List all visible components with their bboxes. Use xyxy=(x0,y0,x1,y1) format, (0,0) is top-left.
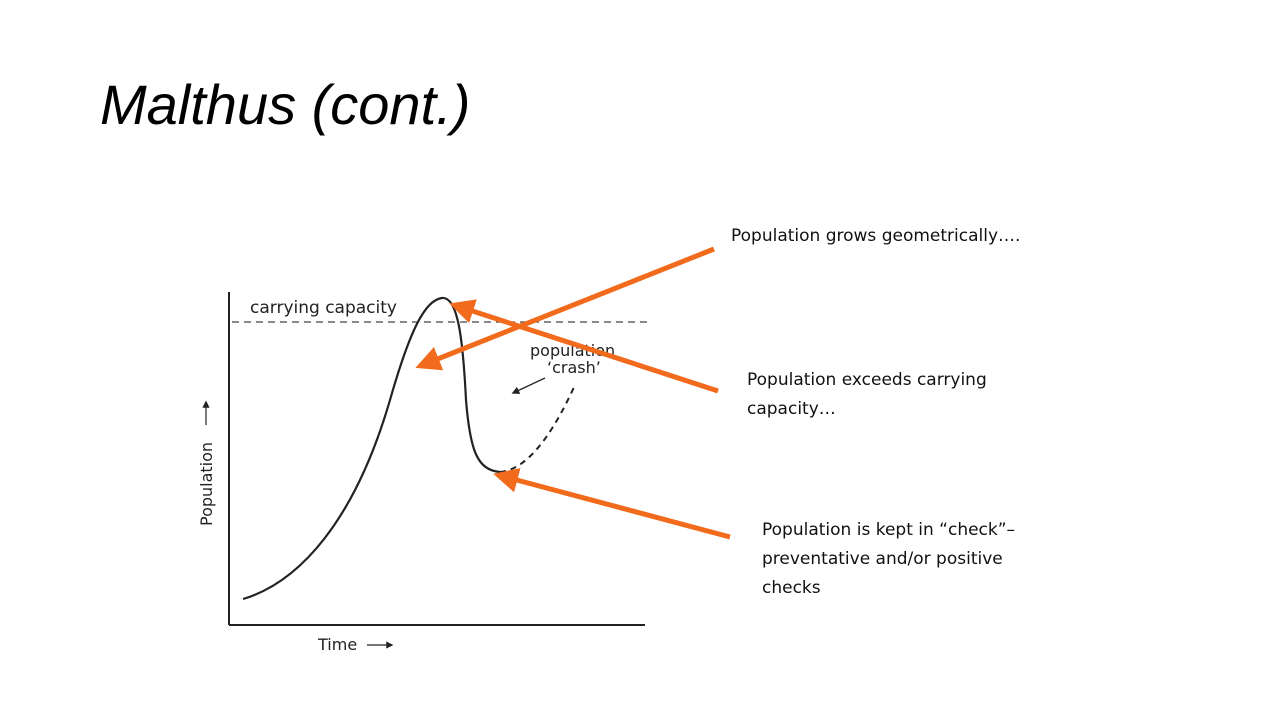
crash-label-line2: ‘crash’ xyxy=(547,358,601,377)
slide-title: Malthus (cont.) xyxy=(100,73,471,136)
crash-label-line1: population xyxy=(530,341,615,360)
annotation-kept-in-check: Population is kept in “check”– preventat… xyxy=(762,516,1062,603)
y-axis-label: Population xyxy=(197,442,216,526)
annotation-line: capacity… xyxy=(747,399,836,419)
annotation-line: Population exceeds carrying xyxy=(747,370,987,390)
carrying-capacity-label: carrying capacity xyxy=(250,298,397,318)
population-curve xyxy=(242,296,501,601)
recovery-curve-dashed xyxy=(499,384,576,473)
x-axis-label: Time xyxy=(317,635,357,654)
crash-pointer-arrow xyxy=(511,377,546,394)
annotation-exceeds-capacity: Population exceeds carrying capacity… xyxy=(747,366,1047,424)
annotation-line: preventative and/or positive xyxy=(762,549,1003,569)
annotation-line: checks xyxy=(762,578,821,598)
annotation-geometric-growth: Population grows geometrically…. xyxy=(731,222,1091,251)
arrow-exceeds-capacity xyxy=(449,299,719,394)
annotation-line: Population is kept in “check”– xyxy=(762,520,1016,540)
arrow-kept-in-check xyxy=(493,468,731,540)
arrow-geometric-growth xyxy=(415,246,715,371)
annotation-line: Population grows geometrically…. xyxy=(731,226,1021,246)
